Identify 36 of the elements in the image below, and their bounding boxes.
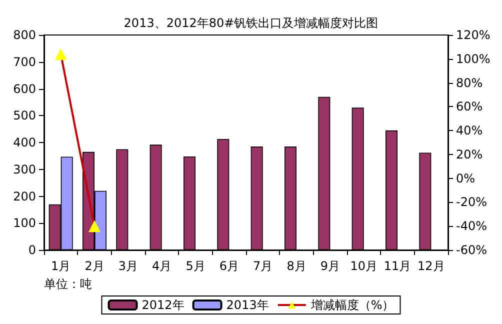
legend-label: 2013年: [226, 298, 269, 312]
x-tick-label: 8月: [286, 259, 306, 273]
x-tick-label: 5月: [186, 259, 206, 273]
x-tick-label: 10月: [350, 259, 378, 273]
y-tick-label: 600: [13, 82, 36, 96]
y2-tick-label: 120%: [456, 28, 490, 42]
y2-tick-label: 40%: [456, 124, 483, 138]
y2-tick-label: 80%: [456, 76, 483, 90]
x-tick-label: 12月: [418, 259, 445, 273]
x-tick-label: 3月: [118, 259, 138, 273]
chart-title: 2013、2012年80#钒铁出口及增减幅度对比图: [124, 16, 378, 30]
y-tick-label: 0: [28, 243, 36, 257]
y2-tick-label: 20%: [456, 147, 483, 162]
y2-tick-label: 60%: [456, 100, 483, 114]
legend-label: 增减幅度（%）: [310, 298, 394, 312]
x-tick-label: 2月: [84, 259, 104, 273]
y2-tick-label: 100%: [456, 52, 490, 66]
y2-tick-label: -40%: [456, 219, 488, 234]
x-tick-label: 11月: [384, 259, 412, 273]
y-tick-label: 200: [13, 189, 36, 204]
y-tick-label: 300: [13, 162, 36, 176]
x-tick-label: 7月: [253, 259, 273, 273]
text: 单位：吨: [44, 277, 92, 291]
x-tick-label: 1月: [51, 259, 71, 273]
y-tick-label: 800: [13, 28, 36, 42]
y-tick-label: 100: [13, 216, 36, 230]
x-tick-label: 4月: [152, 259, 172, 273]
x-tick-label: 6月: [219, 259, 239, 273]
x-tick-label: 9月: [320, 259, 340, 273]
y-tick-label: 400: [13, 136, 36, 150]
y2-tick-label: -60%: [456, 243, 488, 257]
y-tick-label: 500: [13, 108, 36, 123]
y2-tick-label: 0%: [456, 171, 476, 186]
y2-tick-label: -20%: [456, 195, 488, 210]
legend-label: 2012年: [142, 298, 184, 312]
y-tick-label: 700: [13, 54, 36, 69]
